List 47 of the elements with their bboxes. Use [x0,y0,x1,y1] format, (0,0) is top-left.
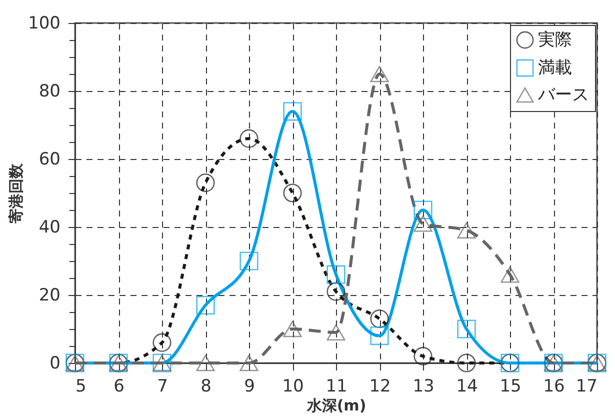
legend-label: 満載 [538,58,572,78]
y-tick-label: 40 [38,218,60,238]
point [414,346,432,366]
x-tick-label: 8 [200,376,212,396]
point [457,354,476,372]
point [414,215,432,232]
x-tick-label: 9 [244,376,255,396]
x-tick-label: 12 [369,376,391,396]
x-tick-label: 10 [282,376,304,396]
y-tick-label: 100 [28,14,60,34]
point [457,320,476,338]
point [240,354,258,372]
legend-label: 実際 [538,30,572,50]
legend-label: バース [537,85,589,105]
x-tick-label: 15 [500,376,522,396]
point [326,324,346,341]
y-tick-label: 20 [38,286,60,306]
point [196,174,215,192]
point [370,66,389,82]
point [370,310,389,328]
y-axis-title: 寄港回数 [7,162,26,224]
x-tick-label: 17 [576,376,598,396]
point [457,222,476,239]
point [283,102,302,121]
x-tick-label: 7 [157,376,168,396]
y-tick-label: 0 [50,354,60,374]
point [196,296,215,315]
point [414,200,432,220]
point [370,326,389,346]
point [326,282,346,301]
point [283,184,302,202]
x-axis-title: 水深(m) [306,396,366,414]
x-tick-label: 13 [412,376,434,396]
point [500,266,520,283]
point [326,265,346,284]
point [240,129,258,148]
point [152,333,172,352]
x-tick-label: 6 [114,376,124,396]
y-tick-label: 60 [38,150,60,170]
y-tick-label: 80 [38,82,60,102]
x-tick-label: 5 [76,376,86,396]
x-tick-label: 11 [326,376,348,396]
x-tick-label: 14 [456,376,478,396]
x-tick-label: 16 [543,376,565,396]
point [196,354,215,372]
point [283,320,302,338]
point [240,252,258,270]
